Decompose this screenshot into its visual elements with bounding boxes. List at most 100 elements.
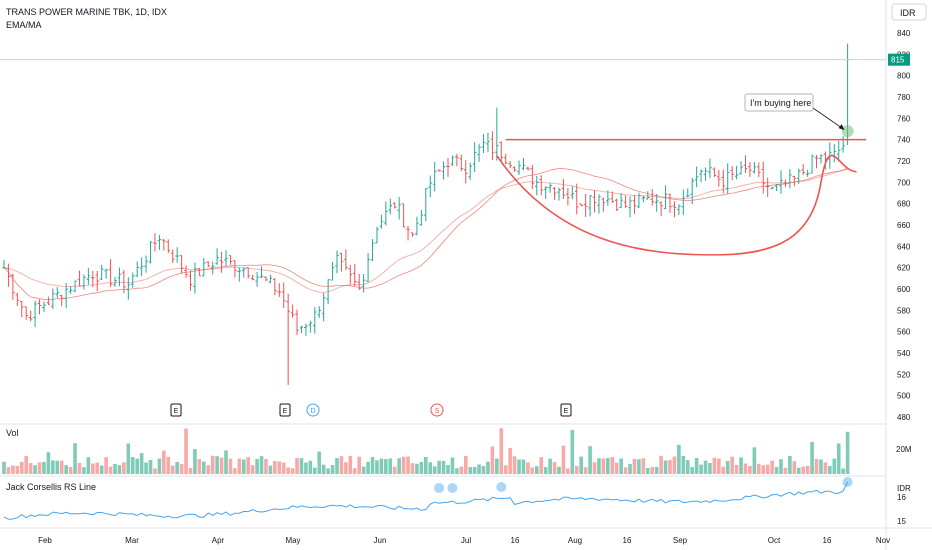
candle bbox=[86, 268, 91, 285]
candle bbox=[588, 195, 592, 217]
volume-bar bbox=[570, 429, 575, 474]
rs-new-high-dot bbox=[447, 483, 458, 493]
candle bbox=[490, 131, 495, 161]
volume-bar bbox=[619, 458, 623, 474]
volume-bar bbox=[548, 458, 552, 474]
volume-bar bbox=[521, 459, 526, 474]
candle bbox=[202, 258, 206, 277]
candle bbox=[583, 193, 588, 217]
volume-bar bbox=[86, 457, 91, 474]
volume-bar bbox=[681, 455, 686, 474]
volume-bar bbox=[828, 465, 832, 474]
candle bbox=[313, 307, 317, 334]
price-tick: 700 bbox=[897, 178, 911, 187]
volume-bar bbox=[188, 467, 193, 474]
volume-bar bbox=[512, 456, 517, 474]
candle bbox=[685, 188, 690, 198]
ma-line bbox=[3, 167, 848, 301]
volume-bar bbox=[73, 443, 77, 474]
candle bbox=[517, 160, 521, 176]
volume-bar bbox=[623, 467, 628, 474]
volume-bar bbox=[379, 458, 384, 474]
rs-new-high-dot bbox=[842, 477, 853, 487]
price-tick: 540 bbox=[897, 349, 911, 358]
event-marker-earnings: E bbox=[560, 403, 572, 417]
volume-bar bbox=[215, 456, 219, 474]
volume-bar bbox=[530, 467, 535, 474]
candle bbox=[55, 287, 60, 298]
volume-bar bbox=[410, 463, 415, 474]
candle bbox=[552, 187, 557, 200]
volume-bar bbox=[792, 461, 797, 474]
candle bbox=[725, 163, 730, 194]
candle bbox=[215, 248, 219, 266]
volume-bar bbox=[810, 441, 814, 474]
candle bbox=[15, 292, 20, 306]
candle bbox=[623, 195, 628, 208]
volume-bar bbox=[632, 458, 637, 474]
candle bbox=[734, 165, 739, 180]
volume-bar bbox=[228, 458, 233, 474]
candle bbox=[668, 193, 672, 213]
moving-average-layer bbox=[3, 167, 848, 301]
volume-bar bbox=[11, 465, 15, 474]
event-marker-earnings: E bbox=[170, 403, 182, 417]
candle bbox=[246, 267, 250, 279]
volume-bar bbox=[339, 456, 344, 474]
cup-curve bbox=[496, 154, 857, 256]
price-axis[interactable]: 480 500 520 540 560 580 600 620 640 660 680 700 720 7… bbox=[897, 29, 911, 422]
candle bbox=[415, 216, 419, 236]
volume-bar bbox=[170, 465, 175, 474]
volume-bar bbox=[313, 467, 317, 474]
volume-bar bbox=[241, 459, 246, 474]
volume-bar bbox=[672, 456, 677, 474]
candle bbox=[37, 299, 42, 315]
volume-bar bbox=[330, 464, 335, 474]
volume-bar bbox=[401, 456, 406, 474]
volume-bar bbox=[197, 459, 202, 474]
time-tick: 16 bbox=[623, 536, 632, 545]
volume-bar bbox=[690, 467, 694, 474]
candle bbox=[708, 158, 712, 179]
candle bbox=[108, 259, 113, 287]
candle bbox=[557, 187, 561, 201]
volume-bar bbox=[583, 467, 588, 474]
candle bbox=[659, 201, 663, 217]
candle bbox=[250, 274, 255, 281]
currency-button[interactable] bbox=[891, 3, 927, 21]
candlestick-layer bbox=[2, 43, 850, 385]
candle bbox=[277, 283, 282, 297]
time-tick: Feb bbox=[38, 536, 52, 545]
candle bbox=[392, 202, 397, 209]
candle bbox=[28, 310, 33, 322]
candle bbox=[361, 273, 366, 293]
candle bbox=[566, 188, 570, 206]
candle bbox=[424, 187, 428, 222]
dividend-badge bbox=[306, 403, 320, 417]
price-tick: 580 bbox=[897, 306, 911, 315]
candle bbox=[428, 175, 433, 198]
volume-bar bbox=[392, 466, 397, 474]
candle bbox=[273, 278, 277, 296]
volume-bar bbox=[535, 466, 539, 474]
candle bbox=[703, 167, 708, 181]
candle bbox=[677, 204, 681, 216]
candle bbox=[690, 177, 694, 205]
volume-bar bbox=[175, 461, 179, 474]
candle bbox=[352, 264, 357, 286]
volume-bar bbox=[517, 459, 521, 474]
annotation-callout[interactable]: I'm buying here bbox=[744, 93, 814, 112]
time-tick: 16 bbox=[823, 536, 832, 545]
volume-bar bbox=[836, 443, 841, 474]
candle bbox=[51, 288, 55, 309]
candle bbox=[601, 197, 606, 212]
volume-bar bbox=[308, 460, 313, 474]
time-axis[interactable]: Feb Mar Apr May Jun Jul 16 Aug 16 Sep Oct 16 Nov bbox=[38, 536, 890, 545]
candle bbox=[344, 249, 348, 271]
price-tick: 520 bbox=[897, 370, 911, 379]
earnings-badge bbox=[560, 403, 572, 417]
candle bbox=[259, 266, 264, 278]
volume-bar bbox=[739, 457, 743, 474]
